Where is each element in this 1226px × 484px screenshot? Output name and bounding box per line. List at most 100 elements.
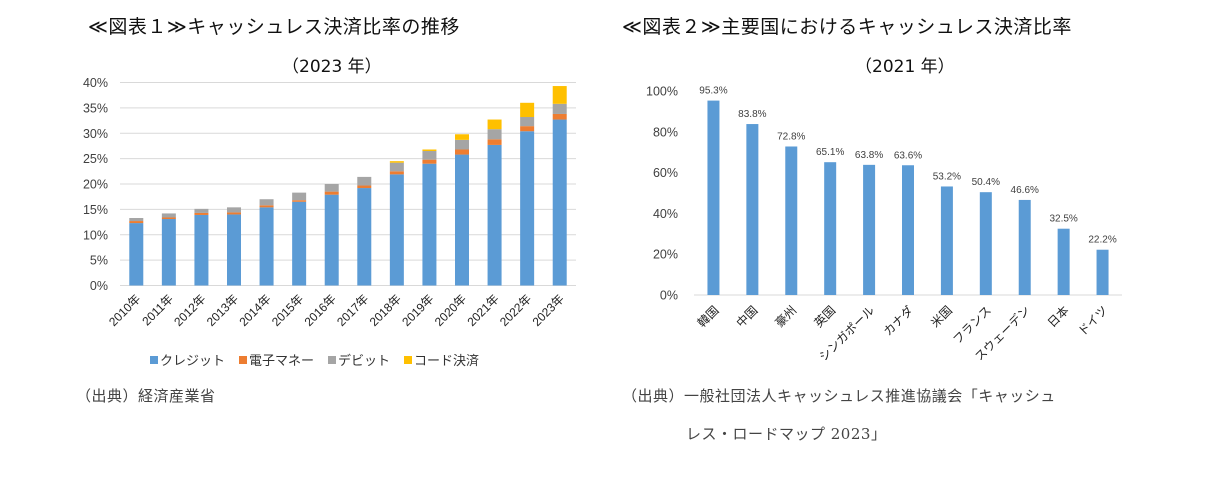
x-tick-label: 英国: [811, 303, 838, 330]
bar: [863, 164, 876, 295]
bar-segment-emoney: [227, 212, 241, 215]
y-tick-label: 35%: [83, 101, 108, 115]
legend-label: クレジット: [160, 354, 226, 369]
bar-segment-code: [487, 119, 502, 130]
legend-label: コード決済: [414, 354, 480, 369]
bar-segment-debit: [194, 208, 209, 213]
chart1-title: ≪図表１≫キャッシュレス決済比率の推移: [88, 16, 460, 38]
x-tick-label: 2019年: [399, 292, 436, 329]
bar-segment-credit: [455, 154, 469, 286]
y-tick-label: 80%: [653, 125, 678, 139]
x-tick-label: 2013年: [204, 292, 241, 329]
x-tick-label: 2015年: [269, 292, 306, 329]
bar-segment-credit: [194, 214, 209, 286]
y-tick-label: 40%: [83, 76, 108, 90]
bar: [1096, 249, 1109, 295]
bar-segment-debit: [487, 129, 502, 140]
chart2-plot: 0% 20% 40% 60% 80% 100% 95.3% 83.8% 72.8% 65.1% 6…: [646, 85, 1122, 360]
y-tick-label: 100%: [646, 85, 678, 99]
bar-segment-debit: [455, 139, 469, 150]
y-tick-label: 40%: [653, 207, 678, 221]
data-label: 83.8%: [738, 109, 766, 120]
y-tick-label: 60%: [653, 166, 678, 180]
bar-segment-debit: [324, 184, 339, 192]
legend-item-code: コード決済: [404, 350, 479, 369]
x-tick-label: 2018年: [367, 292, 404, 329]
data-label: 72.8%: [777, 131, 805, 142]
data-label: 53.2%: [933, 171, 961, 182]
chart1-subtitle: （2023 年）: [282, 57, 382, 77]
y-tick-label: 0%: [90, 279, 108, 293]
x-tick-label: 2011年: [139, 292, 176, 329]
x-tick-label: 2022年: [497, 292, 534, 329]
x-tick-label: 2012年: [171, 292, 208, 329]
bar-segment-credit: [129, 223, 144, 286]
y-tick-label: 10%: [83, 228, 108, 242]
chart1-legend: クレジット 電子マネー デビット コード決済: [150, 350, 479, 369]
bar-segment-debit: [389, 162, 404, 172]
bar-segment-emoney: [357, 185, 372, 189]
bar-segment-debit: [161, 213, 176, 218]
data-label: 32.5%: [1049, 214, 1077, 225]
x-tick-label: 2017年: [334, 292, 371, 329]
bar-segment-credit: [324, 194, 339, 286]
legend-swatch: [328, 355, 337, 364]
data-label: 63.8%: [855, 150, 883, 161]
bar-segment-emoney: [389, 171, 404, 175]
legend-swatch: [150, 355, 158, 364]
bar-segment-code: [455, 134, 469, 140]
bar-segment-code: [520, 102, 535, 118]
bar-segment-debit: [292, 192, 307, 201]
chart1-y-ticks: 0% 5% 10% 15% 20% 25% 30% 35% 40%: [83, 76, 108, 293]
bar-segment-emoney: [455, 149, 469, 155]
y-tick-label: 25%: [83, 152, 108, 166]
chart2-source-line2: レス・ロードマップ 2023」: [686, 425, 887, 443]
x-tick-label: 韓国: [695, 303, 722, 330]
bar-segment-debit: [552, 103, 567, 114]
bar-segment-credit: [487, 144, 502, 286]
bar-segment-debit: [520, 117, 535, 127]
bar-segment-emoney: [422, 159, 437, 164]
chart1-gridlines: [120, 82, 576, 286]
bar: [979, 192, 992, 295]
x-tick-label: 豪州: [772, 303, 800, 331]
bar-segment-emoney: [520, 126, 535, 132]
x-tick-label: 2014年: [236, 292, 273, 329]
y-tick-label: 15%: [83, 203, 108, 217]
bar: [902, 165, 914, 295]
bar: [746, 124, 759, 295]
bar-segment-code: [422, 149, 437, 152]
bar-segment-debit: [129, 218, 144, 222]
bar-segment-credit: [389, 174, 404, 286]
data-label: 50.4%: [972, 177, 1000, 188]
bar-segment-emoney: [194, 212, 209, 215]
bar-segment-emoney: [292, 200, 307, 202]
data-label: 95.3%: [699, 86, 727, 97]
legend-label: 電子マネー: [249, 354, 315, 369]
data-label: 63.6%: [894, 150, 922, 161]
x-tick-label: 2016年: [302, 292, 339, 329]
y-tick-label: 30%: [83, 127, 108, 141]
data-label: 22.2%: [1088, 235, 1116, 246]
chart2-source-line1: （出典）一般社団法人キャッシュレス推進協議会「キャッシュ: [622, 387, 1056, 405]
bar-segment-debit: [422, 151, 437, 160]
bar-segment-emoney: [324, 191, 339, 195]
bar-segment-debit: [227, 207, 241, 213]
y-tick-label: 20%: [83, 178, 108, 192]
bar-segment-code: [552, 86, 567, 104]
legend-label: デビット: [338, 354, 391, 369]
chart2-subtitle: （2021 年）: [855, 57, 955, 77]
x-tick-label: 2010年: [106, 292, 143, 329]
bar-segment-emoney: [552, 113, 567, 120]
data-label: 46.6%: [1011, 185, 1039, 196]
bar-segment-credit: [292, 201, 307, 286]
bar: [1057, 228, 1070, 295]
x-tick-label: 米国: [928, 303, 955, 330]
bar-segment-credit: [357, 188, 372, 286]
legend-item-emoney: 電子マネー: [239, 350, 314, 369]
bar-segment-credit: [227, 214, 241, 286]
data-label: 65.1%: [816, 147, 844, 158]
x-tick-label: 2023年: [530, 292, 567, 329]
bar-segment-emoney: [259, 205, 274, 208]
